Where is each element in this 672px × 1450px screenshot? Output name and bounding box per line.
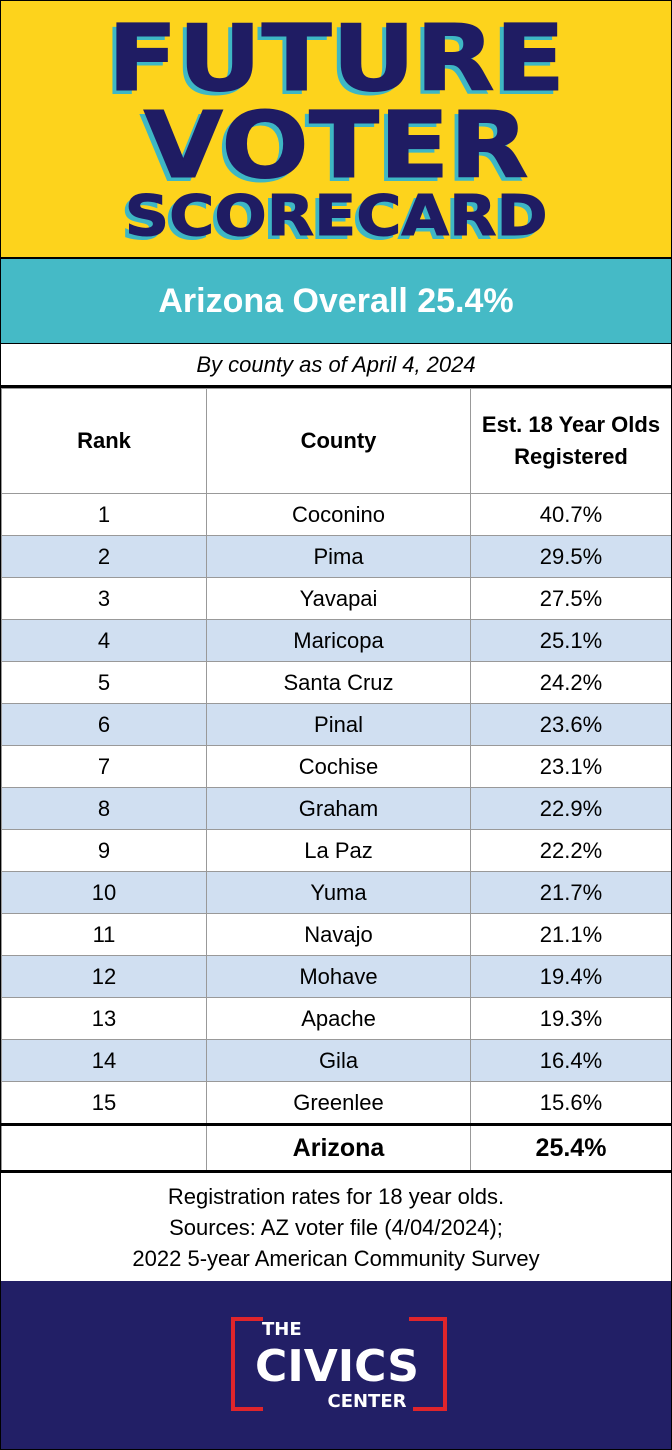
title-line: FUTURE: [107, 5, 566, 113]
table-row: 1 Coconino 40.7%: [1, 493, 671, 536]
table-row: 2 Pima 29.5%: [1, 535, 671, 578]
cell: Greenlee: [206, 1081, 471, 1125]
cell: 7: [1, 745, 207, 788]
cell: 19.4%: [470, 955, 671, 998]
cell: 2: [1, 535, 207, 578]
table-body: 1 Coconino 40.7% 2 Pima 29.5% 3 Yavapai 27.5% 4 Ma…: [1, 493, 671, 1173]
cell: Yuma: [206, 871, 471, 914]
logo-text: CENTER: [327, 1391, 406, 1412]
cell: 6: [1, 703, 207, 746]
table-row: 12 Mohave 19.4%: [1, 955, 671, 998]
column-header: Est. 18 Year Olds Registered: [470, 388, 671, 494]
cell: Mohave: [206, 955, 471, 998]
table-row: 13 Apache 19.3%: [1, 997, 671, 1040]
subtitle: By county as of April 4, 2024: [1, 344, 671, 388]
cell: 16.4%: [470, 1039, 671, 1082]
cell: Pima: [206, 535, 471, 578]
cell: Cochise: [206, 745, 471, 788]
cell: 21.7%: [470, 871, 671, 914]
logo-text: CIVICS: [255, 1341, 419, 1392]
table-row: 6 Pinal 23.6%: [1, 703, 671, 746]
cell: 5: [1, 661, 207, 704]
note-line: Sources: AZ voter file (4/04/2024);: [169, 1214, 503, 1240]
cell: 24.2%: [470, 661, 671, 704]
logo-text: THE: [262, 1319, 302, 1340]
cell: 23.6%: [470, 703, 671, 746]
cell: 4: [1, 619, 207, 662]
cell: 19.3%: [470, 997, 671, 1040]
table-row: 5 Santa Cruz 24.2%: [1, 661, 671, 704]
cell: 8: [1, 787, 207, 830]
cell: 10: [1, 871, 207, 914]
cell: Coconino: [206, 493, 471, 536]
column-header: County: [206, 388, 471, 494]
table-row: 14 Gila 16.4%: [1, 1039, 671, 1082]
cell: 13: [1, 997, 207, 1040]
table-row: 10 Yuma 21.7%: [1, 871, 671, 914]
cell: 1: [1, 493, 207, 536]
cell: 40.7%: [470, 493, 671, 536]
table-row: 3 Yavapai 27.5%: [1, 577, 671, 620]
cell: Navajo: [206, 913, 471, 956]
cell: 29.5%: [470, 535, 671, 578]
header-row: Rank County Est. 18 Year Olds Registered: [1, 388, 671, 494]
cell: Graham: [206, 787, 471, 830]
total-cell: 25.4%: [470, 1123, 671, 1173]
total-cell: Arizona: [206, 1123, 471, 1173]
cell: 22.9%: [470, 787, 671, 830]
cell: 3: [1, 577, 207, 620]
cell: 15: [1, 1081, 207, 1125]
table-row: 8 Graham 22.9%: [1, 787, 671, 830]
cell: 23.1%: [470, 745, 671, 788]
title-line: SCORECARD: [124, 183, 548, 249]
table-row: 9 La Paz 22.2%: [1, 829, 671, 872]
note-line: Registration rates for 18 year olds.: [167, 1183, 505, 1209]
cell: Santa Cruz: [206, 661, 471, 704]
column-header: Rank: [1, 388, 207, 494]
cell: La Paz: [206, 829, 471, 872]
cell: 22.2%: [470, 829, 671, 872]
table-row: 4 Maricopa 25.1%: [1, 619, 671, 662]
title-line: VOTER: [143, 92, 530, 200]
header: FUTURE VOTER SCORECARD: [1, 1, 671, 259]
notes: Registration rates for 18 year olds. Sour…: [1, 1173, 671, 1281]
cell: Maricopa: [206, 619, 471, 662]
footer: THE CIVICS CENTER: [1, 1281, 671, 1449]
cell: [1, 1123, 207, 1173]
note-line: 2022 5-year American Community Survey: [132, 1245, 540, 1271]
cell: 11: [1, 913, 207, 956]
cell: Yavapai: [206, 577, 471, 620]
cell: 9: [1, 829, 207, 872]
logo-bracket: [409, 1317, 447, 1411]
logo: THE CIVICS CENTER: [231, 1317, 447, 1412]
table-row: 11 Navajo 21.1%: [1, 913, 671, 956]
cell: 12: [1, 955, 207, 998]
banner: Arizona Overall 25.4%: [1, 259, 671, 344]
cell: 15.6%: [470, 1081, 671, 1125]
total-row: Arizona 25.4%: [1, 1123, 671, 1173]
cell: Apache: [206, 997, 471, 1040]
table-row: 15 Greenlee 15.6%: [1, 1081, 671, 1125]
cell: 25.1%: [470, 619, 671, 662]
county-table: Rank County Est. 18 Year Olds Registered 1…: [1, 388, 671, 1173]
cell: 14: [1, 1039, 207, 1082]
cell: 21.1%: [470, 913, 671, 956]
logo-bracket: [231, 1317, 263, 1411]
cell: 27.5%: [470, 577, 671, 620]
cell: Gila: [206, 1039, 471, 1082]
table-row: 7 Cochise 23.1%: [1, 745, 671, 788]
cell: Pinal: [206, 703, 471, 746]
